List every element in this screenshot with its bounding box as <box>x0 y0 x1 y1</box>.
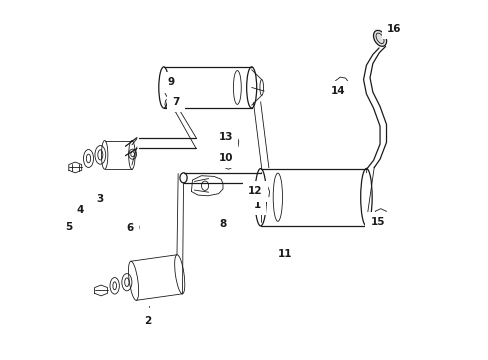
Text: 6: 6 <box>126 224 134 233</box>
Text: 15: 15 <box>370 217 385 227</box>
Text: 12: 12 <box>247 186 262 197</box>
Text: 11: 11 <box>277 248 291 258</box>
Text: 13: 13 <box>218 132 233 142</box>
Text: 1: 1 <box>247 197 260 210</box>
Text: 14: 14 <box>330 86 345 96</box>
Text: 16: 16 <box>386 24 401 34</box>
Text: 2: 2 <box>144 306 151 325</box>
Text: 10: 10 <box>218 153 233 163</box>
Ellipse shape <box>373 30 386 46</box>
Text: 8: 8 <box>219 219 226 229</box>
Text: 4: 4 <box>77 206 85 216</box>
Text: 9: 9 <box>167 77 174 87</box>
Text: 7: 7 <box>172 97 180 107</box>
Text: 3: 3 <box>97 194 104 204</box>
Text: 5: 5 <box>65 222 72 231</box>
